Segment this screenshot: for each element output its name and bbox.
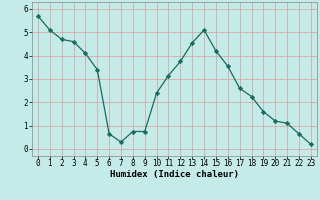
X-axis label: Humidex (Indice chaleur): Humidex (Indice chaleur) [110, 170, 239, 179]
